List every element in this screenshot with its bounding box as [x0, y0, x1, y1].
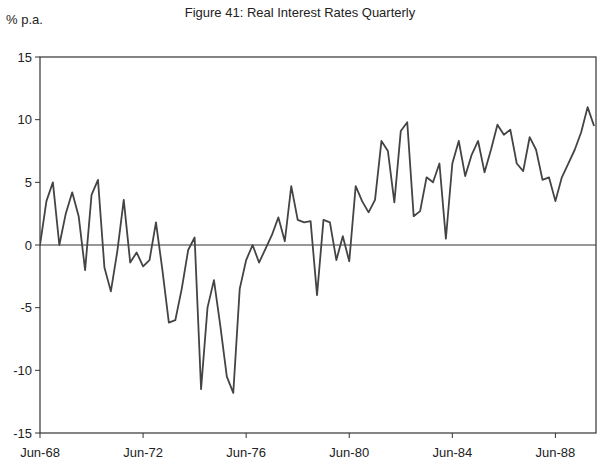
- plot-area: [40, 107, 594, 393]
- title: Figure 41: Real Interest Rates Quarterly: [185, 5, 416, 20]
- x-tick-label: Jun-88: [536, 445, 576, 460]
- x-tick: [40, 433, 41, 438]
- y-tick-label: 5: [25, 175, 32, 190]
- chart-svg: Figure 41: Real Interest Rates Quarterly…: [0, 0, 600, 467]
- y-tick: [35, 370, 40, 371]
- y-tick: [35, 245, 40, 246]
- y-tick-label: 10: [18, 112, 32, 127]
- y-tick-label: -15: [13, 426, 32, 441]
- x-tick-label: Jun-72: [123, 445, 163, 460]
- y-tick: [35, 57, 40, 58]
- x-tick-label: Jun-76: [226, 445, 266, 460]
- y-tick-label: -5: [20, 300, 32, 315]
- plot-frame: [40, 57, 596, 433]
- x-tick: [246, 433, 247, 438]
- x-tick-label: Jun-68: [20, 445, 60, 460]
- x-tick: [452, 433, 453, 438]
- x-tick: [143, 433, 144, 438]
- y-tick-label: 15: [18, 50, 32, 65]
- x-tick-label: Jun-80: [329, 445, 369, 460]
- y-tick: [35, 119, 40, 120]
- x-tick: [349, 433, 350, 438]
- x-tick: [555, 433, 556, 438]
- y-tick: [35, 307, 40, 308]
- y-tick-label: -10: [13, 363, 32, 378]
- y-tick: [35, 433, 40, 434]
- chart-container: Figure 41: Real Interest Rates Quarterly…: [0, 0, 600, 467]
- y-tick: [35, 182, 40, 183]
- zero-line: [40, 245, 596, 246]
- series-line: [40, 107, 594, 393]
- y-tick-label: 0: [25, 238, 32, 253]
- x-tick-label: Jun-84: [432, 445, 472, 460]
- y-axis-label: % p.a.: [6, 12, 43, 27]
